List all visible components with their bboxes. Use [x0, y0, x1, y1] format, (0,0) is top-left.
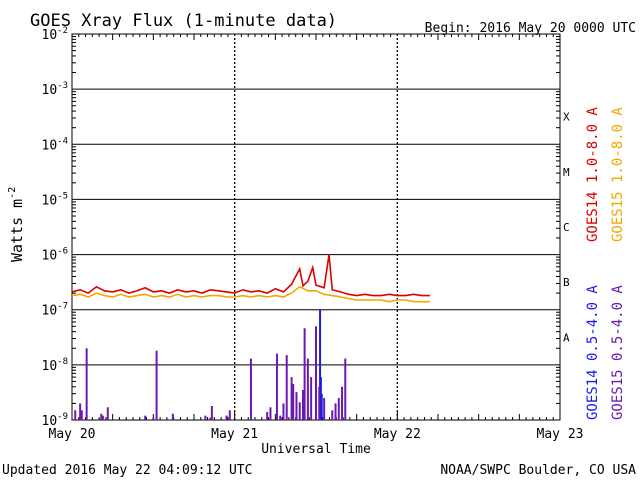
y-tick-exponent: -6 — [57, 247, 68, 257]
series-line — [71, 254, 430, 297]
flare-class-label: X — [563, 111, 570, 124]
y-tick-base: 10 — [42, 193, 58, 208]
x-axis: May 20 May 21 May 22 May 23 — [49, 34, 584, 442]
flare-class-label: M — [563, 166, 570, 179]
y-tick-label: 10-8 — [42, 357, 69, 374]
x-axis-label: Universal Time — [261, 442, 371, 457]
legend-entry: GOES15 0.5-4.0 A — [610, 285, 626, 420]
x-tick-label: May 21 — [211, 427, 258, 442]
y-axis-label: Watts m-2 — [7, 187, 26, 262]
y-tick-exponent: -5 — [57, 191, 68, 201]
legend: GOES14 1.0-8.0 A GOES15 1.0-8.0 A GOES14 0… — [585, 107, 626, 420]
y-tick-exponent: -4 — [57, 136, 68, 146]
y-tick-label: 10-3 — [42, 81, 69, 98]
flare-class-labels: A B C M X — [563, 111, 570, 345]
begin-time: Begin: 2016 May 20 0000 UTC — [425, 21, 636, 36]
credit-text: NOAA/SWPC Boulder, CO USA — [440, 463, 636, 478]
y-tick-base: 10 — [42, 249, 58, 264]
legend-label: GOES14 1.0-8.0 A — [585, 107, 601, 242]
y-axis: 10-910-810-710-610-510-410-310-2 — [42, 26, 560, 429]
y-tick-base: 10 — [42, 359, 58, 374]
y-tick-label: 10-7 — [42, 302, 69, 319]
y-tick-base: 10 — [42, 28, 58, 43]
series-line — [71, 285, 430, 303]
y-axis-label-text: Watts m — [8, 199, 26, 262]
y-axis-label-exponent: -2 — [7, 187, 18, 199]
legend-entry: GOES15 1.0-8.0 A — [610, 107, 626, 242]
y-tick-exponent: -3 — [57, 81, 68, 91]
updated-timestamp: Updated 2016 May 22 04:09:12 UTC — [2, 463, 252, 478]
series-group — [71, 254, 430, 420]
flare-class-label: B — [563, 276, 570, 289]
x-tick-label: May 22 — [374, 427, 421, 442]
y-tick-label: 10-9 — [42, 412, 69, 429]
y-tick-exponent: -2 — [57, 26, 68, 36]
x-tick-label: May 20 — [49, 427, 96, 442]
legend-label: GOES14 0.5-4.0 A — [585, 285, 601, 420]
y-tick-label: 10-5 — [42, 191, 69, 208]
legend-entry: GOES14 0.5-4.0 A — [585, 285, 601, 420]
y-tick-label: 10-2 — [42, 26, 69, 43]
x-tick-label: May 23 — [537, 427, 584, 442]
y-tick-exponent: -7 — [57, 302, 68, 312]
y-tick-base: 10 — [42, 414, 58, 429]
y-tick-exponent: -9 — [57, 412, 68, 422]
y-tick-label: 10-6 — [42, 247, 69, 264]
chart-title: GOES Xray Flux (1-minute data) — [30, 11, 337, 31]
flare-class-label: C — [563, 221, 570, 234]
y-tick-base: 10 — [42, 304, 58, 319]
y-tick-base: 10 — [42, 138, 58, 153]
y-tick-exponent: -8 — [57, 357, 68, 367]
legend-entry: GOES14 1.0-8.0 A — [585, 107, 601, 242]
y-tick-base: 10 — [42, 83, 58, 98]
flare-class-label: A — [563, 331, 570, 344]
grid — [72, 34, 560, 420]
legend-label: GOES15 0.5-4.0 A — [610, 285, 626, 420]
legend-label: GOES15 1.0-8.0 A — [610, 107, 626, 242]
y-tick-label: 10-4 — [42, 136, 69, 153]
